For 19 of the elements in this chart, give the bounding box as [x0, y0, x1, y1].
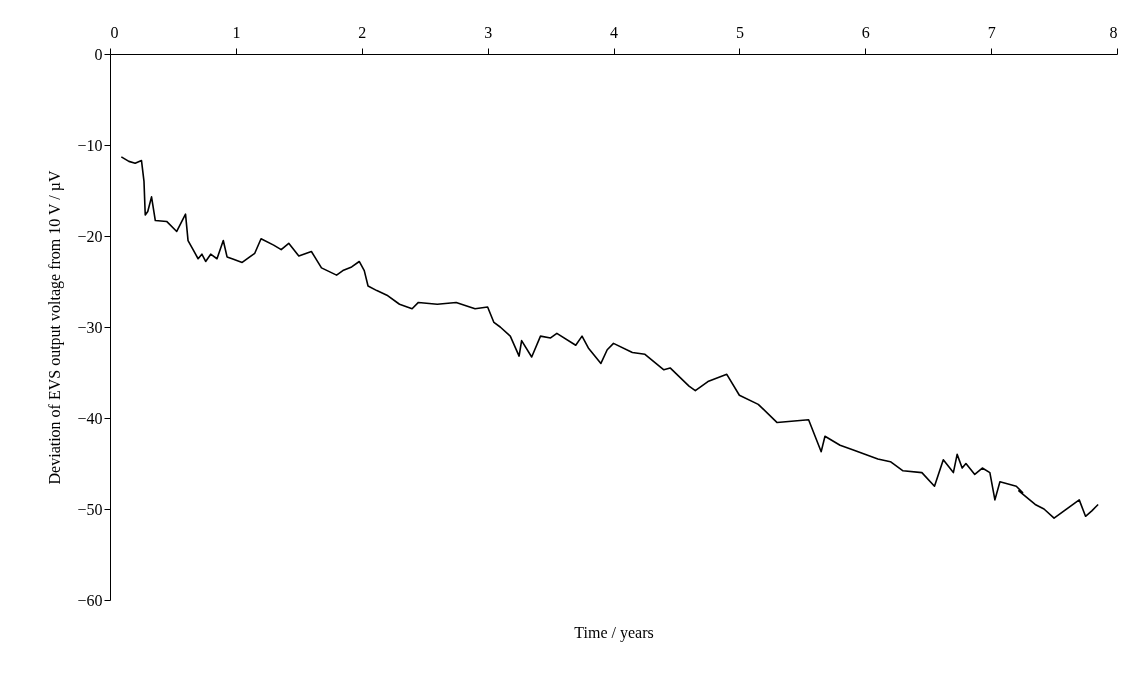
- x-tick-label: 6: [861, 23, 870, 41]
- line-series: [120, 156, 1099, 519]
- x-tick-label: 7: [987, 23, 996, 41]
- x-tick-label: 3: [484, 23, 493, 41]
- y-axis-title: Deviation of EVS output voltage from 10 V / µV: [46, 170, 65, 485]
- x-tick-label: 4: [610, 23, 618, 41]
- x-axis-title: Time / years: [574, 623, 654, 642]
- y-tick-label: −50: [77, 500, 103, 518]
- y-tick-label: −60: [77, 591, 103, 609]
- y-tick-label: −40: [77, 409, 103, 427]
- x-tick-label: 1: [232, 23, 241, 41]
- y-tick-label: −30: [77, 318, 103, 336]
- y-tick-label: 0: [94, 45, 103, 63]
- x-tick-label: 0: [110, 23, 119, 41]
- y-tick-label: −20: [77, 227, 103, 245]
- x-tick-label: 2: [358, 23, 367, 41]
- x-tick-label: 8: [1109, 23, 1118, 41]
- y-tick-label: −10: [77, 136, 103, 154]
- x-tick-label: 5: [735, 23, 744, 41]
